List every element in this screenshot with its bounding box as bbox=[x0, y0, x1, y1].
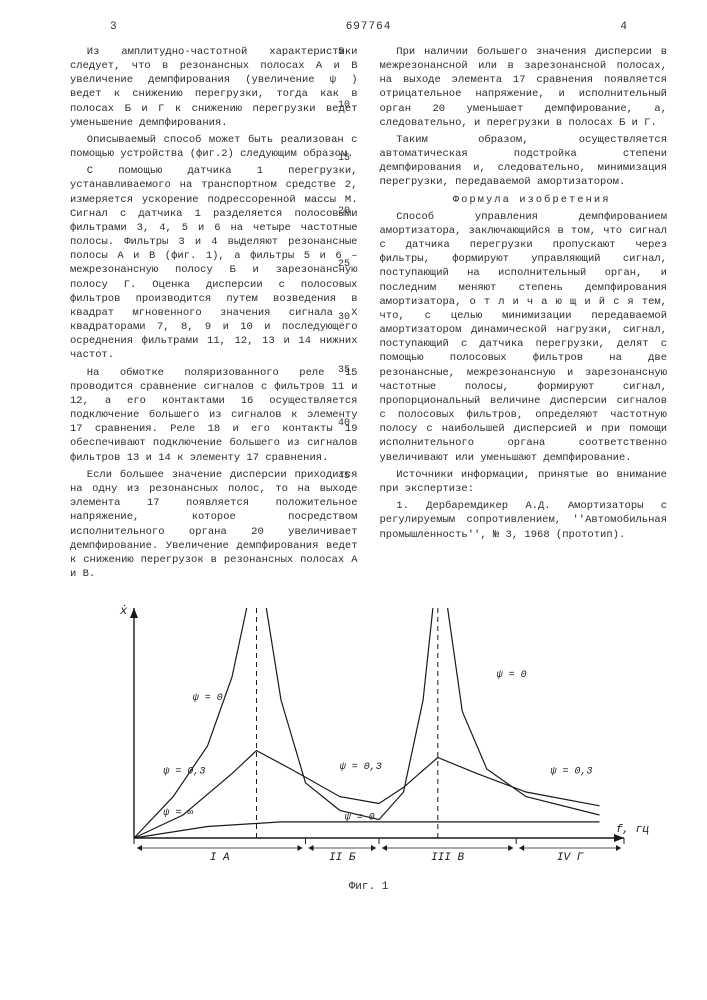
svg-text:I A: I A bbox=[209, 852, 229, 864]
resonance-chart: ẋ f, гц I A II Б III В IV Г ψ = 0 ψ = 0,3 ψ = ∞ ψ… bbox=[89, 598, 649, 878]
page-number-left: 3 bbox=[110, 20, 117, 35]
svg-text:III В: III В bbox=[431, 852, 464, 864]
svg-text:ψ = 0,3: ψ = 0,3 bbox=[550, 767, 592, 778]
svg-text:II Б: II Б bbox=[329, 852, 356, 864]
svg-text:ẋ: ẋ bbox=[119, 604, 128, 618]
paragraph: Описываемый способ может быть реализован… bbox=[70, 133, 358, 161]
svg-text:ψ = 0: ψ = 0 bbox=[344, 813, 374, 824]
left-column: Из амплитудно-частотной характеристики с… bbox=[70, 45, 358, 584]
paragraph: Если большее значение дисперсии приходит… bbox=[70, 468, 358, 581]
figure-label: Фиг. 1 bbox=[70, 880, 667, 895]
svg-text:ψ = 0: ψ = 0 bbox=[496, 670, 526, 681]
svg-text:ψ = 0: ψ = 0 bbox=[192, 693, 222, 704]
paragraph: При наличии большего значения дисперсии … bbox=[380, 45, 668, 130]
svg-text:ψ = 0,3: ψ = 0,3 bbox=[339, 762, 381, 773]
paragraph: 1. Дербаремдикер А.Д. Амортизаторы с рег… bbox=[380, 499, 668, 542]
paragraph: Способ управления демпфированием амортиз… bbox=[380, 210, 668, 465]
paragraph: С помощью датчика 1 перегрузки, устанавл… bbox=[70, 164, 358, 362]
page-number-right: 4 bbox=[620, 20, 627, 35]
document-number: 697764 bbox=[346, 20, 392, 35]
paragraph: На обмотке поляризованного реле 15 прово… bbox=[70, 366, 358, 465]
right-column: При наличии большего значения дисперсии … bbox=[380, 45, 668, 584]
figure-1: ẋ f, гц I A II Б III В IV Г ψ = 0 ψ = 0,3 ψ = ∞ ψ… bbox=[70, 598, 667, 895]
paragraph: Источники информации, принятые во вниман… bbox=[380, 468, 668, 496]
svg-text:f, гц: f, гц bbox=[616, 824, 649, 836]
svg-text:ψ = ∞: ψ = ∞ bbox=[163, 808, 193, 819]
paragraph: Из амплитудно-частотной характеристики с… bbox=[70, 45, 358, 130]
svg-text:IV Г: IV Г bbox=[556, 852, 583, 864]
svg-text:ψ = 0,3: ψ = 0,3 bbox=[163, 767, 205, 778]
section-title: Формула изобретения bbox=[380, 193, 668, 207]
line-number-gutter: 5 10 15 20 25 30 35 40 45 bbox=[338, 48, 350, 525]
paragraph: Таким образом, осуществляется автоматиче… bbox=[380, 133, 668, 190]
